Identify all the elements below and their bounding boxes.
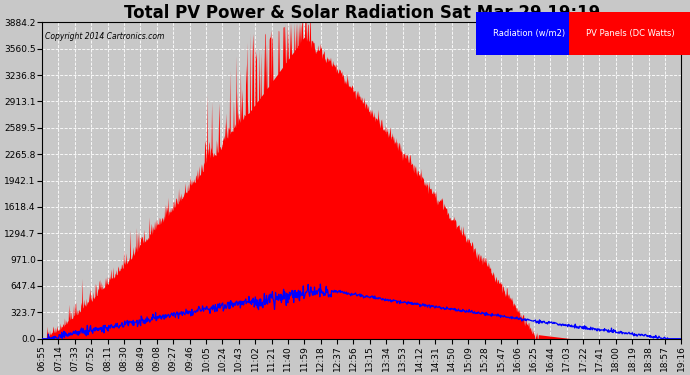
Title: Total PV Power & Solar Radiation Sat Mar 29 19:19: Total PV Power & Solar Radiation Sat Mar…: [124, 4, 600, 22]
Text: Copyright 2014 Cartronics.com: Copyright 2014 Cartronics.com: [45, 32, 164, 41]
Legend: Radiation (w/m2), PV Panels (DC Watts): Radiation (w/m2), PV Panels (DC Watts): [471, 27, 677, 40]
